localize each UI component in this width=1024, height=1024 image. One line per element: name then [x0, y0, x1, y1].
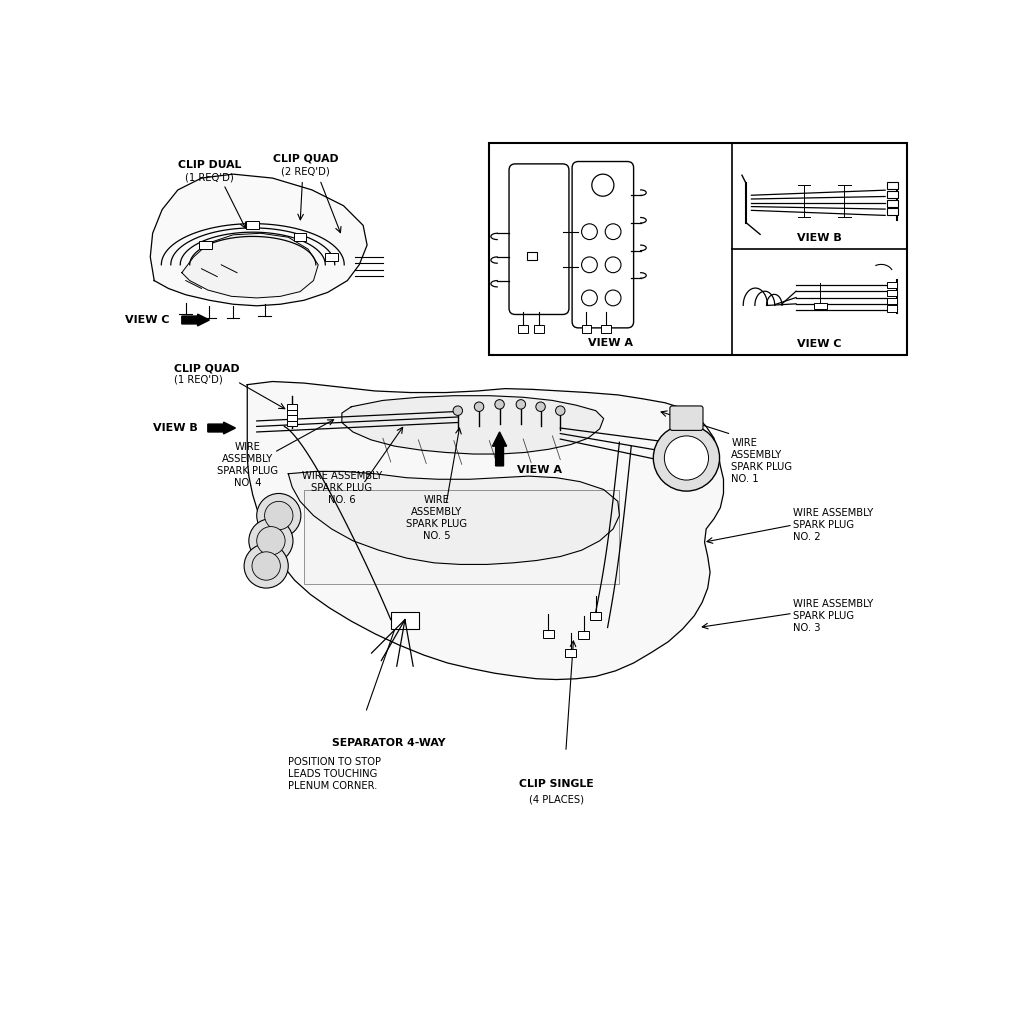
Bar [887, 190, 898, 198]
Bar [288, 403, 297, 410]
Text: CLIP QUAD: CLIP QUAD [174, 364, 240, 374]
Circle shape [257, 526, 285, 555]
Bar [887, 305, 897, 311]
Bar [199, 241, 212, 249]
Text: CLIP DUAL: CLIP DUAL [178, 160, 241, 170]
Bar [326, 253, 338, 261]
Polygon shape [247, 382, 724, 680]
Circle shape [495, 399, 504, 410]
Bar [489, 142, 907, 355]
Bar [582, 325, 591, 333]
Text: SEPARATOR 4-WAY: SEPARATOR 4-WAY [332, 738, 445, 748]
Bar [288, 415, 297, 421]
Bar [887, 200, 898, 207]
Text: VIEW C: VIEW C [798, 339, 842, 349]
Text: (1 REQ'D): (1 REQ'D) [174, 375, 222, 385]
Text: VIEW A: VIEW A [517, 465, 562, 475]
Text: CLIP SINGLE: CLIP SINGLE [519, 779, 594, 788]
Circle shape [264, 502, 293, 529]
Circle shape [244, 544, 289, 588]
Circle shape [665, 436, 709, 480]
Bar [535, 325, 544, 333]
Circle shape [582, 290, 597, 306]
Bar [887, 290, 897, 296]
Text: WIRE ASSEMBLY
SPARK PLUG
NO. 6: WIRE ASSEMBLY SPARK PLUG NO. 6 [302, 471, 382, 506]
Circle shape [582, 257, 597, 272]
Polygon shape [289, 471, 620, 564]
Bar [887, 208, 898, 215]
Text: (1 REQ'D): (1 REQ'D) [185, 172, 233, 182]
Bar [590, 611, 601, 620]
Circle shape [582, 224, 597, 240]
Bar [814, 303, 826, 309]
Text: WIRE ASSEMBLY
SPARK PLUG
NO. 2: WIRE ASSEMBLY SPARK PLUG NO. 2 [793, 508, 873, 542]
Text: POSITION TO STOP
LEADS TOUCHING
PLENUM CORNER.: POSITION TO STOP LEADS TOUCHING PLENUM C… [289, 757, 381, 791]
Text: VIEW C: VIEW C [126, 315, 170, 325]
Bar [887, 282, 897, 288]
Polygon shape [342, 395, 603, 454]
Bar [304, 489, 620, 584]
Circle shape [653, 425, 720, 492]
Bar [579, 632, 590, 639]
Text: WIRE
ASSEMBLY
SPARK PLUG
NO. 4: WIRE ASSEMBLY SPARK PLUG NO. 4 [217, 442, 278, 488]
Bar [543, 630, 554, 638]
Circle shape [453, 406, 463, 416]
Bar [288, 410, 297, 416]
Circle shape [249, 519, 293, 563]
Bar [288, 420, 297, 426]
Polygon shape [182, 233, 318, 298]
Bar [887, 182, 898, 189]
Text: WIRE
ASSEMBLY
SPARK PLUG
NO. 1: WIRE ASSEMBLY SPARK PLUG NO. 1 [731, 438, 793, 484]
Circle shape [474, 402, 483, 412]
Text: (4 PLACES): (4 PLACES) [528, 795, 584, 805]
Circle shape [605, 290, 621, 306]
Text: WIRE ASSEMBLY
SPARK PLUG
NO. 3: WIRE ASSEMBLY SPARK PLUG NO. 3 [793, 599, 873, 633]
FancyArrow shape [182, 314, 210, 326]
Polygon shape [151, 174, 367, 306]
Circle shape [536, 402, 546, 412]
FancyBboxPatch shape [572, 162, 634, 328]
Text: CLIP QUAD: CLIP QUAD [272, 154, 338, 164]
Bar [565, 649, 577, 656]
Circle shape [605, 257, 621, 272]
Circle shape [252, 552, 281, 581]
FancyBboxPatch shape [509, 164, 569, 314]
Bar [887, 298, 897, 304]
Circle shape [592, 174, 614, 197]
Bar [527, 252, 537, 260]
Text: VIEW A: VIEW A [588, 338, 633, 347]
Bar [518, 325, 528, 333]
Text: WIRE
ASSEMBLY
SPARK PLUG
NO. 5: WIRE ASSEMBLY SPARK PLUG NO. 5 [406, 495, 467, 541]
Bar [601, 325, 610, 333]
Circle shape [556, 406, 565, 416]
Text: VIEW B: VIEW B [797, 232, 842, 243]
Text: (2 REQ'D): (2 REQ'D) [282, 167, 330, 176]
FancyBboxPatch shape [670, 406, 703, 430]
Text: VIEW B: VIEW B [153, 423, 198, 433]
Circle shape [605, 224, 621, 240]
Bar [247, 221, 259, 229]
Bar [391, 611, 419, 629]
Circle shape [257, 494, 301, 538]
Bar [294, 233, 306, 242]
FancyArrow shape [208, 422, 236, 434]
Circle shape [516, 399, 525, 410]
FancyArrow shape [493, 432, 507, 466]
